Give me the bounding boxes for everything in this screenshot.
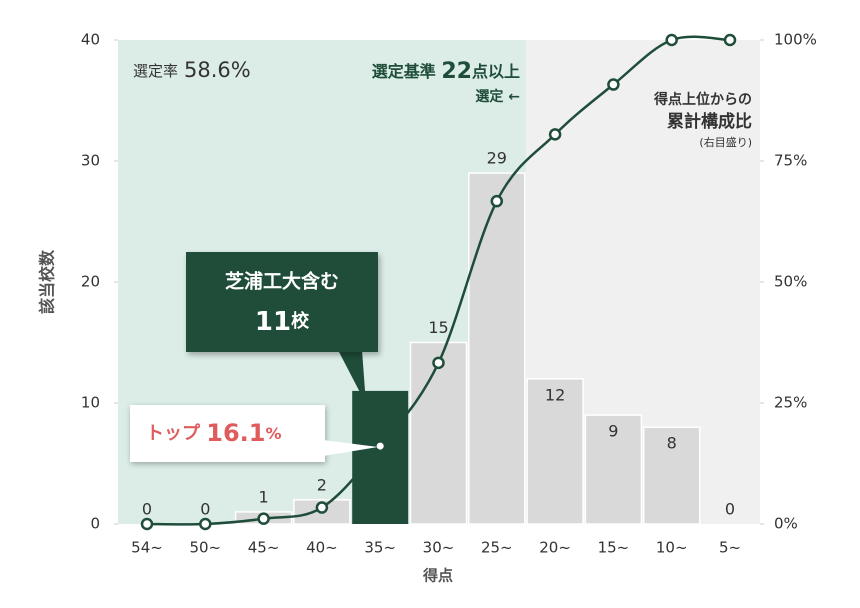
line-layer: [140, 33, 737, 531]
callout-number: 11: [255, 307, 291, 337]
x-tick-label: 30~: [423, 539, 455, 557]
y2-tick-label: 75%: [774, 152, 807, 170]
y2-tick-label: 0%: [774, 515, 798, 533]
line-label: 累計構成比: [667, 111, 752, 132]
line-point: [257, 512, 270, 525]
callout: 芝浦工大含む 11校: [186, 252, 378, 404]
y-tick-label: 10: [81, 394, 100, 412]
top-box: [130, 405, 325, 462]
x-tick-label: 25~: [481, 539, 513, 557]
x-tick-label: 35~: [364, 539, 396, 557]
line-point: [432, 356, 445, 370]
data-label: 2: [317, 475, 327, 494]
x-tick-label: 40~: [306, 539, 338, 557]
data-label: 0: [142, 500, 152, 519]
y2-tick-label: 100%: [774, 31, 817, 49]
callout-box: [186, 252, 378, 352]
line-point: [490, 194, 504, 208]
y-axis-label: 該当校数: [38, 249, 57, 314]
line-point: [548, 128, 562, 141]
data-label: 8: [667, 434, 677, 453]
x-tick-label: 5~: [719, 539, 741, 557]
line-point: [376, 442, 384, 450]
criterion: 選定基準 22点以上: [372, 59, 520, 84]
y-tick-label: 20: [81, 273, 100, 291]
callout-text: 芝浦工大含む: [225, 270, 339, 293]
line-label-note: (右目盛り): [699, 135, 752, 149]
line-point: [723, 33, 737, 47]
bar: [642, 426, 701, 525]
x-tick-label: 15~: [598, 539, 630, 557]
criterion-unit: 点以上: [472, 62, 520, 81]
top-text: トップ 16.1%: [146, 419, 282, 447]
data-label: 1: [259, 487, 269, 506]
y-tick-label: 0: [90, 515, 100, 533]
bars: [234, 172, 701, 525]
data-label: 0: [200, 500, 210, 519]
top-pointer: [323, 440, 378, 456]
line-point: [199, 517, 212, 531]
x-tick-label: 54~: [131, 539, 163, 557]
callout-unit: 校: [291, 310, 310, 332]
data-label: 9: [608, 422, 618, 441]
line-point: [665, 33, 678, 47]
top-unit: %: [266, 424, 282, 443]
x-tick-label: 50~: [189, 539, 221, 557]
callout-pointer: [338, 350, 366, 404]
bar: [526, 378, 584, 525]
data-label: 0: [725, 500, 735, 519]
x-tick-label: 10~: [656, 539, 688, 557]
callout-count: 11校: [255, 307, 310, 337]
bar: [584, 414, 643, 525]
x-tick-label: 20~: [539, 539, 571, 557]
criterion-arrow: 選定 ←: [475, 88, 520, 105]
selection-rate: 選定率 58.6%: [133, 58, 251, 82]
line-point: [607, 78, 620, 91]
bar: [468, 172, 526, 525]
criterion-value: 22: [441, 59, 472, 84]
y2-tick-label: 50%: [774, 273, 807, 291]
top-label: トップ: [146, 422, 206, 444]
bar: [352, 390, 409, 524]
y-tick-label: 40: [81, 31, 100, 49]
top-callout: トップ 16.1%: [130, 405, 378, 462]
criterion-label: 選定基準: [372, 62, 442, 81]
y2-tick-label: 25%: [774, 394, 807, 412]
line-point: [140, 517, 154, 531]
data-label: 12: [545, 385, 565, 404]
data-label: 15: [428, 318, 448, 337]
selection-rate-value: 58.6%: [184, 58, 251, 82]
top-value: 16.1: [206, 419, 265, 447]
data-label: 29: [487, 149, 507, 168]
selection-rate-label: 選定率: [133, 62, 178, 80]
bar: [409, 341, 468, 525]
line-point: [315, 501, 329, 514]
x-axis-label: 得点: [422, 567, 453, 585]
y-tick-label: 30: [81, 152, 100, 170]
line-label: 得点上位からの: [653, 91, 752, 108]
x-tick-label: 45~: [248, 539, 280, 557]
